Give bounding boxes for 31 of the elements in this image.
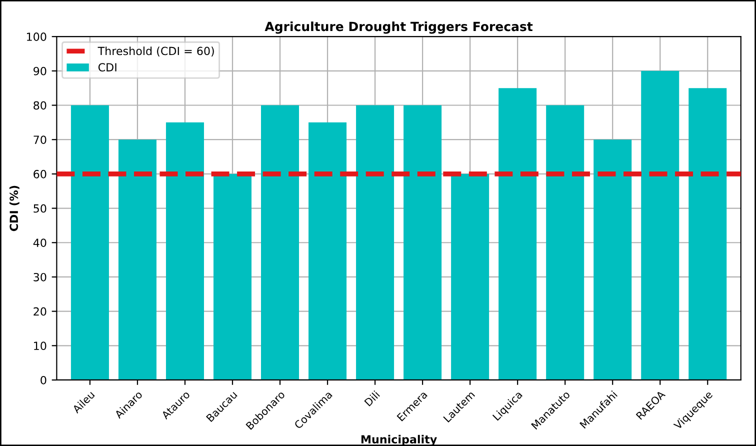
y-tick-label: 50 — [34, 204, 46, 213]
legend-label: Threshold (CDI = 60) — [98, 46, 214, 56]
bar — [261, 105, 300, 380]
bar — [451, 174, 490, 380]
chart-title: Agriculture Drought Triggers Forecast — [264, 22, 533, 34]
bar — [356, 105, 394, 380]
bar — [404, 105, 442, 380]
y-tick-label: 60 — [34, 170, 46, 178]
y-tick-label: 0 — [40, 376, 46, 384]
y-tick-label: 90 — [34, 66, 46, 76]
bar — [70, 105, 109, 380]
bar — [688, 88, 727, 380]
y-tick-label: 70 — [34, 136, 46, 144]
y-axis-title: CDI (%) — [9, 186, 20, 232]
y-tick-label: 30 — [34, 272, 46, 282]
bar — [166, 122, 204, 380]
x-tick-label: Dili — [364, 390, 380, 406]
y-tick-label: 100 — [26, 32, 46, 41]
bar — [546, 105, 584, 380]
y-tick-label: 80 — [34, 101, 46, 110]
y-tick-label: 20 — [34, 307, 46, 316]
bar — [641, 70, 680, 380]
y-tick-label: 40 — [33, 238, 46, 248]
x-axis-title: Municipality — [361, 434, 437, 446]
legend-label: CDI — [98, 63, 116, 72]
bar — [498, 88, 537, 380]
y-tick-label: 10 — [34, 342, 46, 350]
bar — [118, 140, 156, 380]
bar — [213, 174, 252, 380]
bar — [594, 140, 632, 380]
bar — [308, 122, 347, 380]
